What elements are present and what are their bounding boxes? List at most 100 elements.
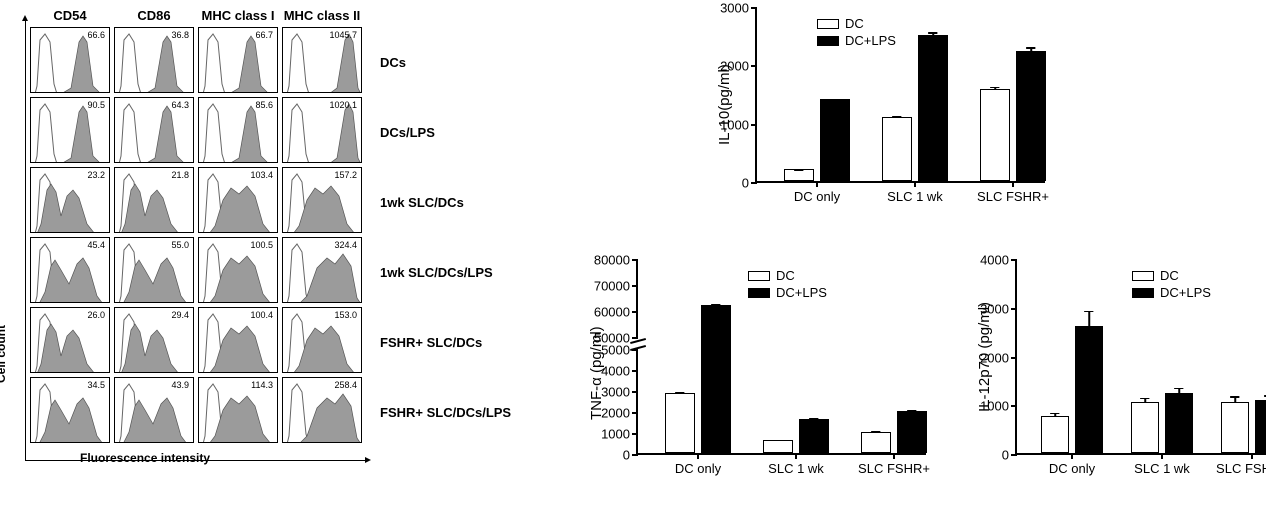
axis-break <box>630 339 646 349</box>
y-tick <box>751 65 757 67</box>
y-tick-label: 80000 <box>594 253 630 268</box>
bar-lps-2 <box>1016 51 1046 181</box>
x-tick <box>1251 453 1253 459</box>
y-tick-label: 0 <box>623 448 630 463</box>
x-label-2: SLC FSHR+ <box>1216 461 1266 476</box>
x-tick <box>1161 453 1163 459</box>
y-tick-label: 70000 <box>594 279 630 294</box>
facs-val-r4-c1: 29.4 <box>171 310 189 320</box>
legend-label: DC+LPS <box>776 285 827 300</box>
y-tick <box>632 412 638 414</box>
facs-val-r1-c0: 90.5 <box>87 100 105 110</box>
y-axis-label: TNF-α (pg/ml) <box>588 326 605 420</box>
bar-lps-0 <box>701 305 731 453</box>
facs-hist-r2-c1: 21.8 <box>114 167 194 233</box>
bar-dc-1 <box>763 440 793 453</box>
facs-row-label-1: DCs/LPS <box>380 125 530 140</box>
facs-val-r3-c2: 100.5 <box>250 240 273 250</box>
y-tick-label: 4000 <box>601 364 630 379</box>
facs-hist-r2-c0: 23.2 <box>30 167 110 233</box>
x-label-1: SLC 1 wk <box>768 461 824 476</box>
facs-row-label-5: FSHR+ SLC/DCs/LPS <box>380 405 530 420</box>
y-tick-label: 2000 <box>601 406 630 421</box>
y-tick-label: 0 <box>742 176 749 191</box>
facs-hist-r3-c1: 55.0 <box>114 237 194 303</box>
legend: DC DC+LPS <box>1132 268 1211 302</box>
y-tick <box>1011 357 1017 359</box>
legend-label: DC <box>776 268 795 283</box>
y-tick <box>632 433 638 435</box>
chart-il12: 01000200030004000DC onlySLC 1 wkSLC FSHR… <box>960 260 1266 495</box>
legend-swatch <box>1132 288 1154 298</box>
y-axis-label: IL-12p70 (pg/ml) <box>976 302 993 412</box>
legend-swatch <box>748 288 770 298</box>
x-label-0: DC only <box>1049 461 1095 476</box>
y-tick-label: 0 <box>1002 448 1009 463</box>
x-tick <box>795 453 797 459</box>
facs-hist-r0-c2: 66.7 <box>198 27 278 93</box>
bar-lps-1 <box>799 419 829 453</box>
facs-hist-r2-c3: 157.2 <box>282 167 362 233</box>
facs-x-axis-arrow <box>25 460 365 461</box>
facs-val-r2-c3: 157.2 <box>334 170 357 180</box>
y-tick <box>632 370 638 372</box>
legend-swatch <box>817 19 839 29</box>
facs-hist-r4-c3: 153.0 <box>282 307 362 373</box>
legend-swatch <box>748 271 770 281</box>
bar-lps-2 <box>1255 400 1266 453</box>
facs-hist-r1-c1: 64.3 <box>114 97 194 163</box>
x-label-2: SLC FSHR+ <box>858 461 930 476</box>
x-tick <box>1012 181 1014 187</box>
facs-panel: CD54CD86MHC class IMHC class II 66.636.8… <box>30 8 366 465</box>
chart-tnfa: 0100020003000400050005000060000700008000… <box>574 260 934 495</box>
y-tick <box>1011 308 1017 310</box>
legend-swatch <box>817 36 839 46</box>
facs-hist-r0-c1: 36.8 <box>114 27 194 93</box>
facs-val-r2-c1: 21.8 <box>171 170 189 180</box>
legend-label: DC+LPS <box>1160 285 1211 300</box>
x-tick <box>893 453 895 459</box>
facs-val-r2-c0: 23.2 <box>87 170 105 180</box>
bar-dc-2 <box>1221 402 1249 453</box>
facs-row-label-2: 1wk SLC/DCs <box>380 195 530 210</box>
facs-hist-r5-c2: 114.3 <box>198 377 278 443</box>
bar-dc-1 <box>1131 402 1159 453</box>
x-tick <box>914 181 916 187</box>
facs-y-axis-arrow <box>25 21 26 461</box>
bar-dc-0 <box>784 169 814 181</box>
facs-val-r0-c3: 1045.7 <box>329 30 357 40</box>
y-tick <box>632 391 638 393</box>
facs-val-r4-c3: 153.0 <box>334 310 357 320</box>
legend-swatch <box>1132 271 1154 281</box>
plot-area: 0100020003000400050005000060000700008000… <box>636 260 926 455</box>
legend-label: DC <box>845 16 864 31</box>
legend-label: DC+LPS <box>845 33 896 48</box>
y-tick <box>632 285 638 287</box>
chart-il10: 0100020003000DC onlySLC 1 wkSLC FSHR+DCD… <box>700 8 1060 223</box>
facs-x-axis-label: Fluorescence intensity <box>80 451 366 465</box>
facs-col-0: CD54 <box>30 8 110 23</box>
legend-label: DC <box>1160 268 1179 283</box>
plot-area: 0100020003000DC onlySLC 1 wkSLC FSHR+DCD… <box>755 8 1045 183</box>
y-tick-label: 60000 <box>594 305 630 320</box>
x-tick <box>697 453 699 459</box>
x-label-2: SLC FSHR+ <box>977 189 1049 204</box>
y-tick-label: 3000 <box>601 385 630 400</box>
y-tick <box>632 259 638 261</box>
facs-val-r5-c0: 34.5 <box>87 380 105 390</box>
facs-val-r4-c0: 26.0 <box>87 310 105 320</box>
bar-lps-1 <box>1165 393 1193 453</box>
x-label-0: DC only <box>794 189 840 204</box>
bar-dc-0 <box>1041 416 1069 453</box>
facs-val-r5-c3: 258.4 <box>334 380 357 390</box>
bar-dc-2 <box>861 432 891 453</box>
y-tick-label: 3000 <box>720 1 749 16</box>
facs-row-label-0: DCs <box>380 55 530 70</box>
y-tick <box>1011 454 1017 456</box>
bar-dc-0 <box>665 393 695 453</box>
facs-row-label-4: FSHR+ SLC/DCs <box>380 335 530 350</box>
facs-val-r3-c1: 55.0 <box>171 240 189 250</box>
facs-val-r5-c1: 43.9 <box>171 380 189 390</box>
y-tick-label: 4000 <box>980 253 1009 268</box>
x-tick <box>1071 453 1073 459</box>
